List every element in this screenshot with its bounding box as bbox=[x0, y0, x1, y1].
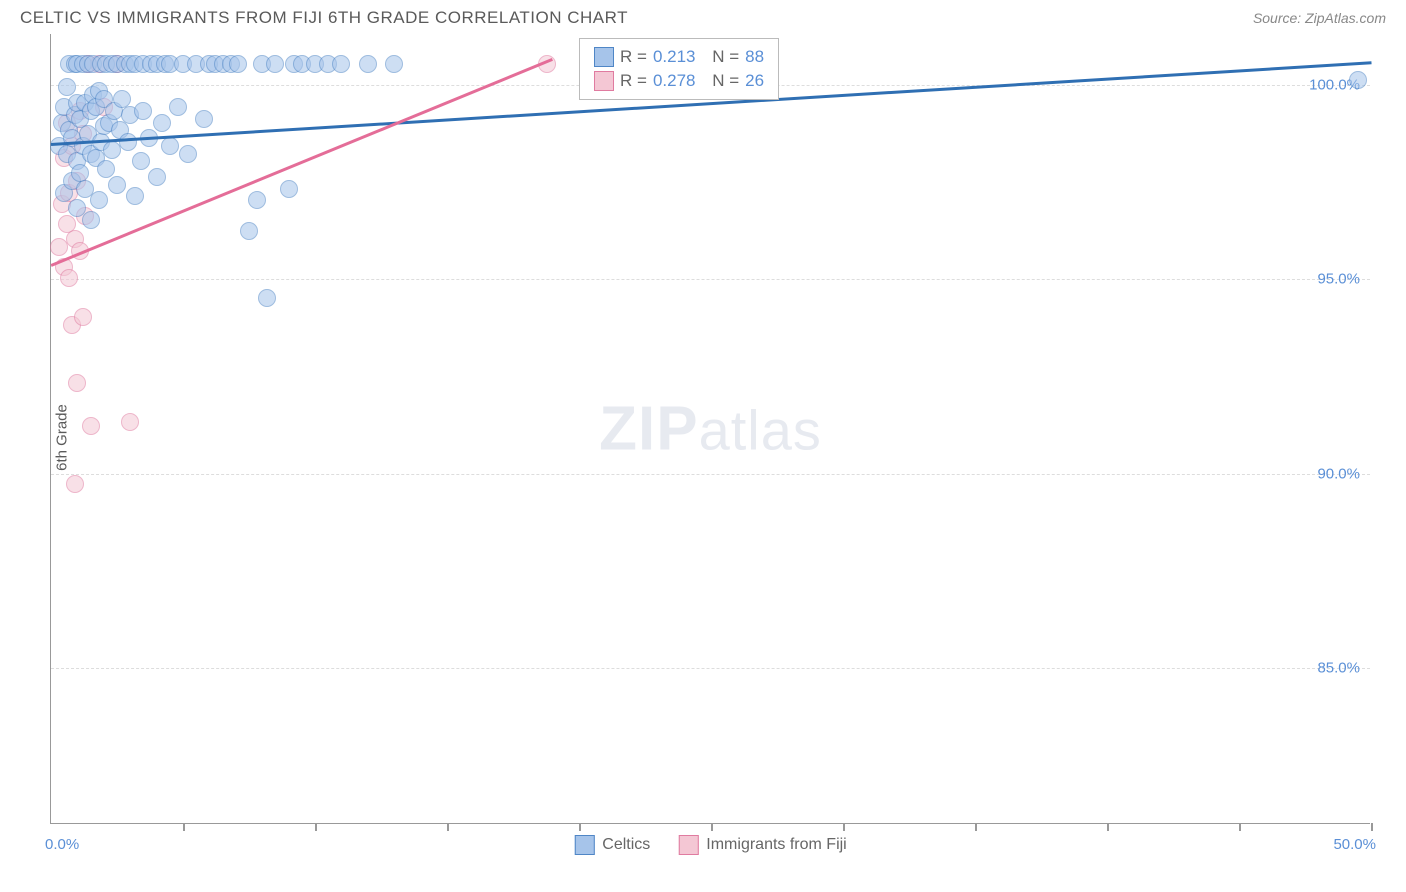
data-point bbox=[195, 110, 213, 128]
scatter-plot: ZIPatlas 85.0%90.0%95.0%100.0%0.0%50.0% … bbox=[50, 34, 1370, 824]
data-point bbox=[119, 133, 137, 151]
x-label-max: 50.0% bbox=[1333, 836, 1376, 853]
data-point bbox=[359, 55, 377, 73]
chart-title: CELTIC VS IMMIGRANTS FROM FIJI 6TH GRADE… bbox=[20, 8, 628, 28]
legend-swatch bbox=[594, 71, 614, 91]
data-point bbox=[148, 168, 166, 186]
data-point bbox=[258, 289, 276, 307]
data-point bbox=[229, 55, 247, 73]
data-point bbox=[161, 137, 179, 155]
x-tick-mark bbox=[447, 823, 449, 831]
x-tick-mark bbox=[315, 823, 317, 831]
x-tick-mark bbox=[579, 823, 581, 831]
stats-legend: R = 0.213 N = 88 R = 0.278 N = 26 bbox=[579, 38, 779, 100]
gridline bbox=[51, 668, 1370, 669]
data-point bbox=[266, 55, 284, 73]
x-tick-mark bbox=[975, 823, 977, 831]
x-tick-mark bbox=[711, 823, 713, 831]
data-point bbox=[60, 269, 78, 287]
watermark: ZIPatlas bbox=[599, 393, 822, 464]
x-tick-mark bbox=[1107, 823, 1109, 831]
trend-line bbox=[51, 57, 554, 266]
series-legend: Celtics Immigrants from Fiji bbox=[574, 835, 846, 855]
data-point bbox=[134, 102, 152, 120]
data-point bbox=[1349, 71, 1367, 89]
y-tick-label: 85.0% bbox=[1317, 660, 1360, 677]
legend-swatch bbox=[594, 47, 614, 67]
data-point bbox=[74, 308, 92, 326]
data-point bbox=[240, 222, 258, 240]
data-point bbox=[82, 211, 100, 229]
data-point bbox=[169, 98, 187, 116]
data-point bbox=[153, 114, 171, 132]
data-point bbox=[126, 187, 144, 205]
x-tick-mark bbox=[183, 823, 185, 831]
y-tick-label: 95.0% bbox=[1317, 271, 1360, 288]
data-point bbox=[179, 145, 197, 163]
data-point bbox=[68, 374, 86, 392]
y-tick-label: 90.0% bbox=[1317, 465, 1360, 482]
gridline bbox=[51, 279, 1370, 280]
data-point bbox=[90, 191, 108, 209]
chart-source: Source: ZipAtlas.com bbox=[1253, 10, 1386, 26]
data-point bbox=[121, 413, 139, 431]
data-point bbox=[132, 152, 150, 170]
legend-label: Immigrants from Fiji bbox=[706, 836, 846, 854]
gridline bbox=[51, 474, 1370, 475]
data-point bbox=[248, 191, 266, 209]
x-tick-mark bbox=[1371, 823, 1373, 831]
data-point bbox=[332, 55, 350, 73]
legend-swatch bbox=[574, 835, 594, 855]
data-point bbox=[280, 180, 298, 198]
legend-label: Celtics bbox=[602, 836, 650, 854]
x-tick-mark bbox=[843, 823, 845, 831]
data-point bbox=[66, 475, 84, 493]
data-point bbox=[82, 417, 100, 435]
data-point bbox=[385, 55, 403, 73]
x-tick-mark bbox=[1239, 823, 1241, 831]
x-label-min: 0.0% bbox=[45, 836, 79, 853]
legend-swatch bbox=[678, 835, 698, 855]
data-point bbox=[108, 176, 126, 194]
